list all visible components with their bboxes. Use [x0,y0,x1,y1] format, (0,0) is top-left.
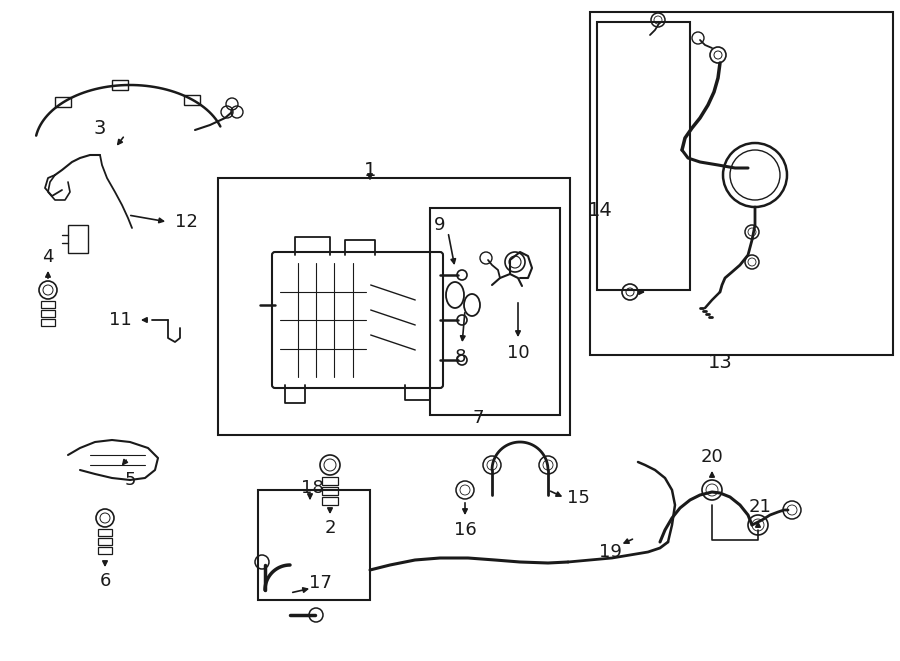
Text: 3: 3 [94,118,106,137]
Bar [98,538,112,545]
Bar [68,225,88,253]
Text: 18: 18 [301,479,323,497]
Bar [430,208,560,415]
Text: 19: 19 [598,543,621,561]
Text: 4: 4 [42,248,54,266]
Text: 13: 13 [707,352,733,371]
Bar [322,477,338,485]
Bar [98,529,112,536]
Bar [597,22,690,290]
Text: 12: 12 [175,213,197,231]
Bar [258,490,370,600]
Bar [590,12,893,355]
Text: 17: 17 [309,574,331,592]
Text: 16: 16 [454,521,476,539]
Circle shape [745,255,759,269]
Text: 9: 9 [434,216,446,234]
Text: 21: 21 [749,498,771,516]
Bar [322,497,338,505]
Text: 11: 11 [109,311,132,329]
Bar [218,178,570,435]
Bar [322,487,338,495]
Text: 20: 20 [700,448,724,466]
Text: 14: 14 [588,200,612,219]
Bar [41,310,55,317]
Bar [112,80,129,91]
Text: 7: 7 [472,409,484,427]
Text: 5: 5 [124,471,136,489]
Text: 15: 15 [567,489,590,507]
Bar [55,97,71,107]
Bar [98,547,112,554]
Circle shape [745,225,759,239]
Bar [41,319,55,326]
Bar [184,95,200,104]
Text: 10: 10 [507,344,529,362]
Text: 6: 6 [99,572,111,590]
Text: 8: 8 [454,348,465,366]
Text: 2: 2 [324,519,336,537]
Text: 1: 1 [364,161,376,180]
Bar [41,301,55,308]
